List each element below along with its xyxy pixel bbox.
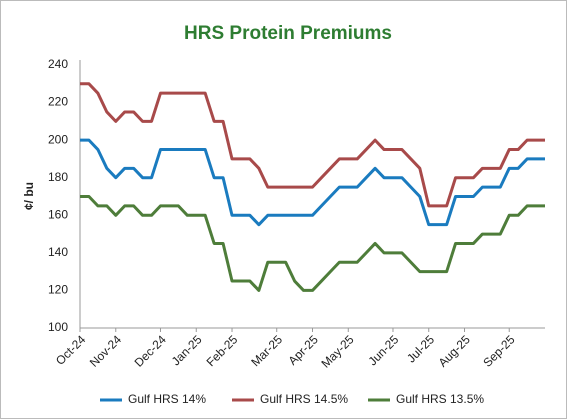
legend-label: Gulf HRS 14.5% [260,392,348,406]
series-line [80,138,545,227]
legend-label: Gulf HRS 13.5% [396,392,484,406]
series-line [80,195,545,292]
chart-title: HRS Protein Premiums [184,23,392,44]
y-tick-label: 160 [48,207,68,221]
y-tick-label: 180 [48,170,68,184]
y-axis-label: ¢/ bu [22,182,36,210]
y-tick-label: 100 [48,320,68,334]
y-tick-label: 120 [48,283,68,297]
y-tick-label: 240 [48,57,68,71]
series-line [80,82,545,208]
y-tick-label: 140 [48,245,68,259]
y-tick-label: 220 [48,95,68,109]
legend-label: Gulf HRS 14% [128,392,206,406]
y-tick-label: 200 [48,132,68,146]
